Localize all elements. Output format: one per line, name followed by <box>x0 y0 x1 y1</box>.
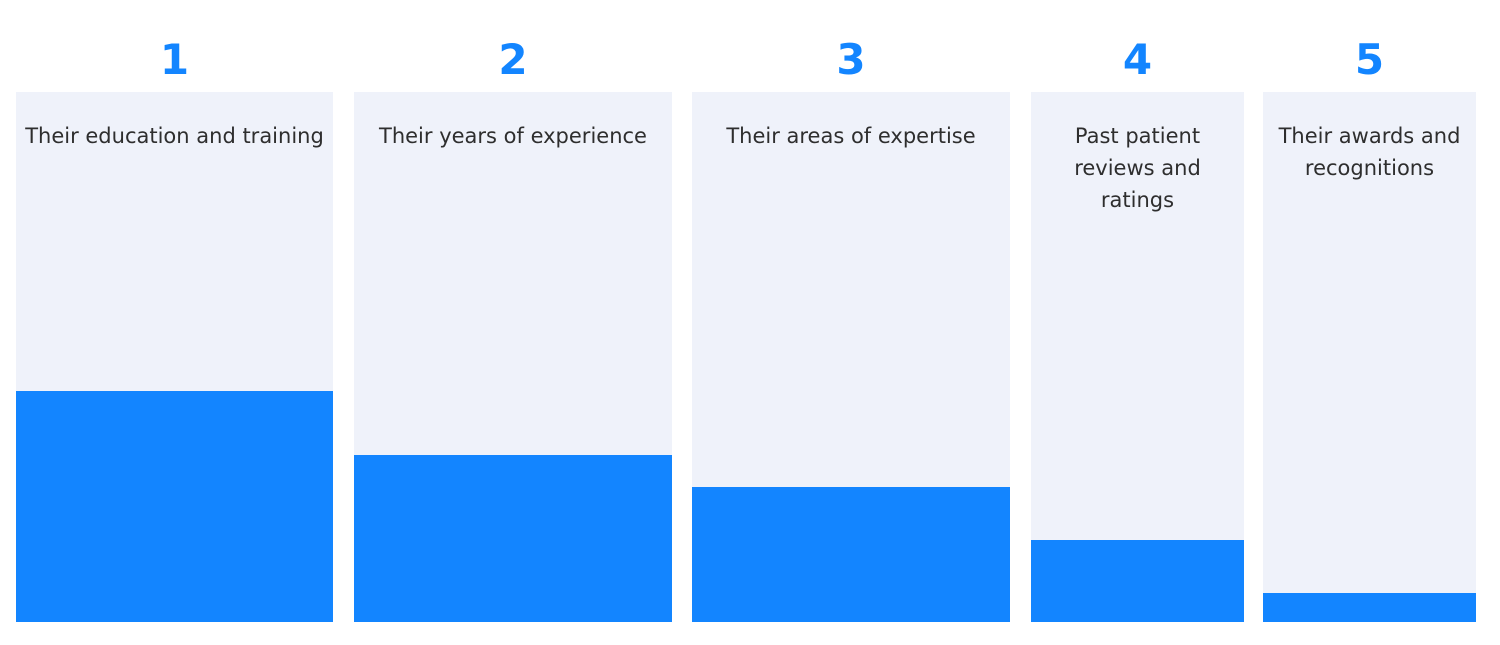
chart-bar <box>1263 593 1476 622</box>
rank-number: 1 <box>159 35 190 84</box>
chart-column: 5 Their awards and recognitions <box>1263 0 1476 645</box>
category-label: Their years of experience <box>379 124 647 148</box>
column-panel <box>692 92 1010 622</box>
chart-bar <box>354 455 672 622</box>
column-panel <box>354 92 672 622</box>
column-panel <box>1263 92 1476 622</box>
category-label: Past patient reviews and ratings <box>1074 124 1201 212</box>
chart-column: 1 Their education and training <box>16 0 333 645</box>
column-panel <box>16 92 333 622</box>
chart-column: 4 Past patient reviews and ratings <box>1031 0 1244 645</box>
column-panel <box>1031 92 1244 622</box>
rank-number: 3 <box>836 35 866 84</box>
chart-bar <box>692 487 1010 622</box>
category-label: Their awards and recognitions <box>1278 124 1461 180</box>
category-label: Their education and training <box>25 124 324 148</box>
chart-column: 3 Their areas of expertise <box>692 0 1010 645</box>
chart-bar <box>1031 540 1244 622</box>
chart-bar <box>16 391 333 622</box>
rank-number: 4 <box>1122 35 1153 84</box>
chart-column: 2 Their years of experience <box>354 0 672 645</box>
category-label: Their areas of expertise <box>726 124 976 148</box>
rank-number: 2 <box>498 35 528 84</box>
rank-number: 5 <box>1354 35 1385 84</box>
